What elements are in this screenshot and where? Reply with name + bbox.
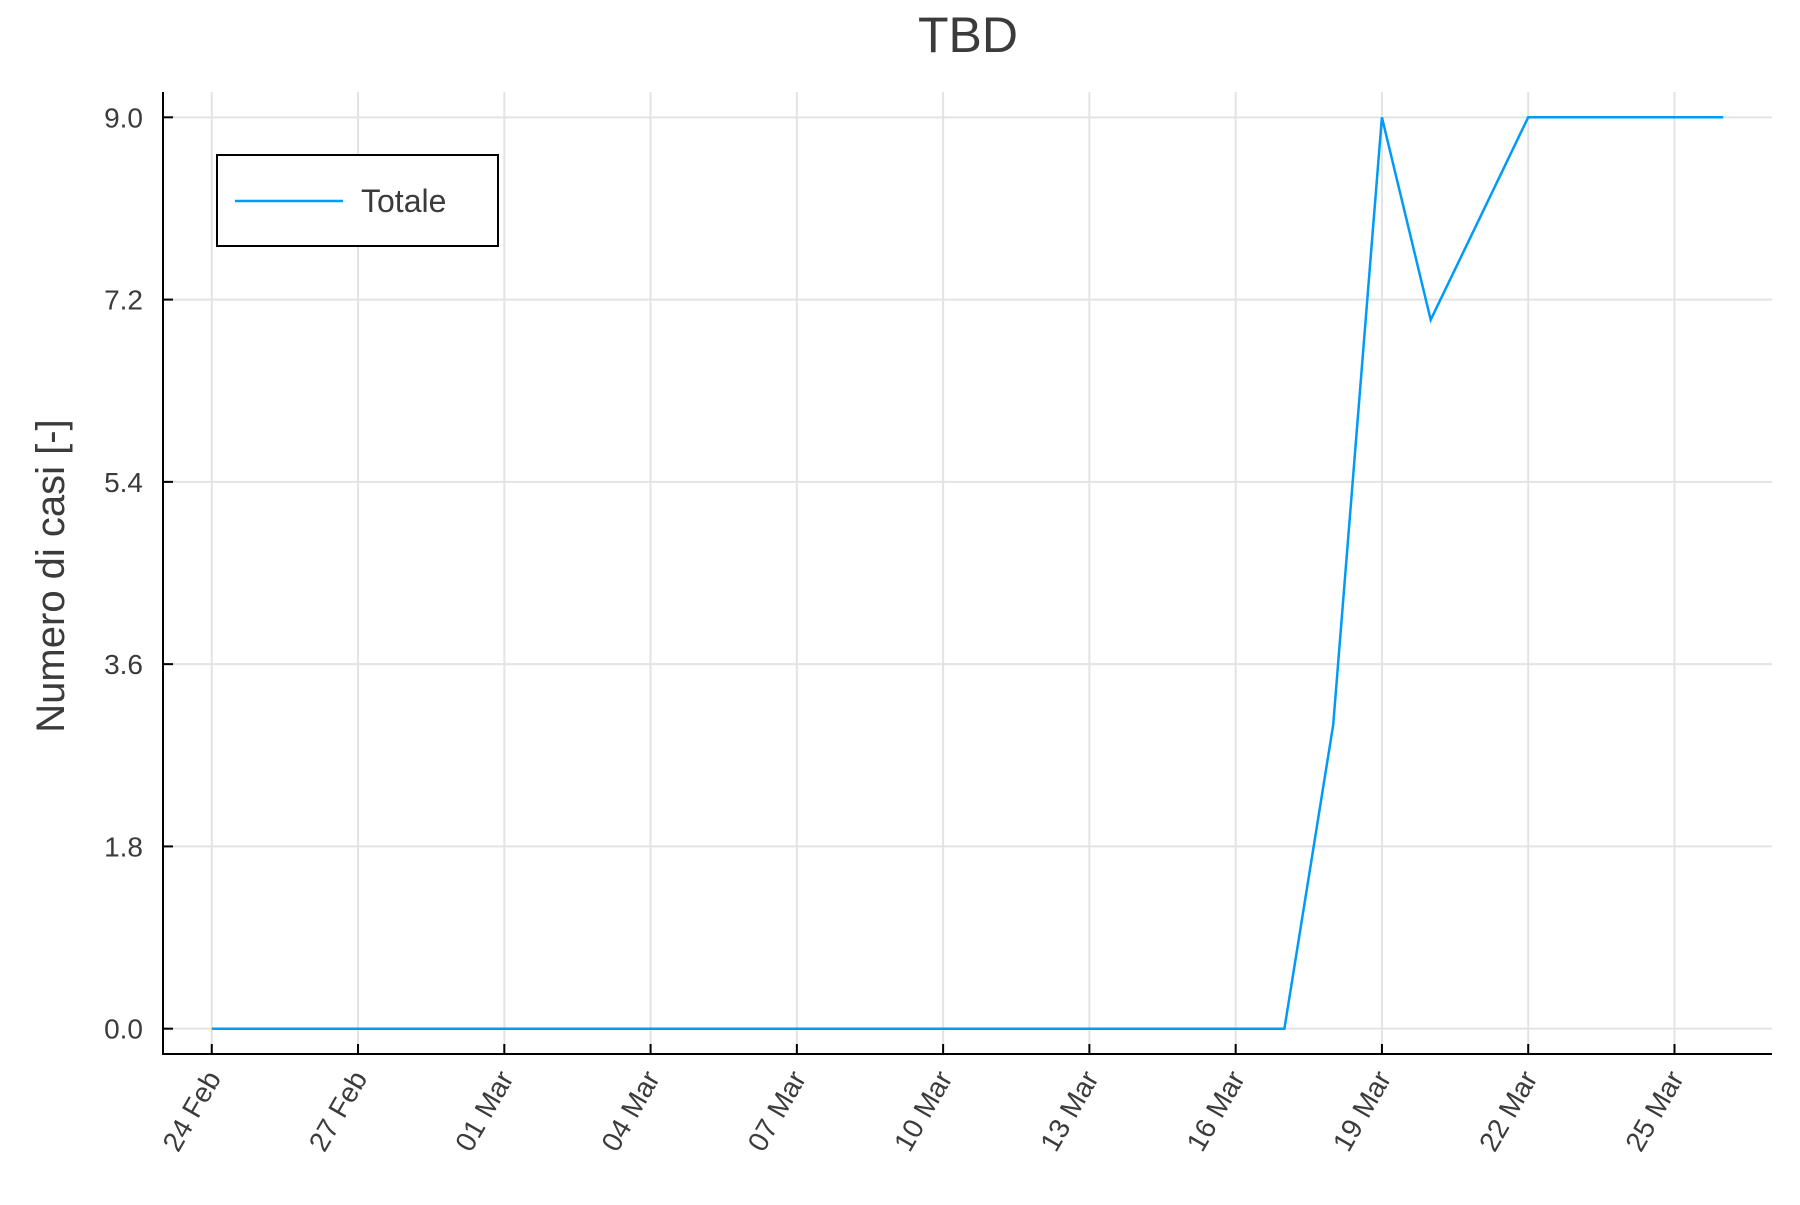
axis-spines <box>162 92 1772 1055</box>
x-tick-label: 22 Mar <box>1473 1066 1543 1157</box>
x-tick-label: 13 Mar <box>1034 1066 1104 1157</box>
y-tick-label: 7.2 <box>104 285 143 316</box>
x-tick-label: 19 Mar <box>1327 1066 1397 1157</box>
chart-title: TBD <box>918 7 1018 63</box>
y-axis-label: Numero di casi [-] <box>29 419 73 732</box>
series-line-totale <box>211 116 1724 1030</box>
y-tick-label: 1.8 <box>104 831 143 862</box>
legend-label: Totale <box>361 183 446 219</box>
x-tick-label: 10 Mar <box>888 1066 958 1157</box>
x-tick-label: 07 Mar <box>742 1066 812 1157</box>
x-tick-label: 25 Mar <box>1619 1066 1689 1157</box>
series-layer <box>211 116 1724 1030</box>
x-tick-label: 04 Mar <box>595 1066 665 1157</box>
x-tick-label: 24 Feb <box>157 1066 227 1157</box>
x-tick-label: 16 Mar <box>1180 1066 1250 1157</box>
tick-labels: 24 Feb 27 Feb 01 Mar 04 Mar 07 Mar 10 Mar 13 M… <box>104 102 1690 1156</box>
axes <box>162 92 1772 1055</box>
y-tick-label: 9.0 <box>104 102 143 133</box>
y-tick-label: 3.6 <box>104 649 143 680</box>
y-tick-label: 5.4 <box>104 467 143 498</box>
x-tick-label: 27 Feb <box>303 1066 373 1157</box>
y-tick-label: 0.0 <box>104 1014 143 1045</box>
x-tick-label: 01 Mar <box>449 1066 519 1157</box>
legend: Totale <box>216 154 499 247</box>
